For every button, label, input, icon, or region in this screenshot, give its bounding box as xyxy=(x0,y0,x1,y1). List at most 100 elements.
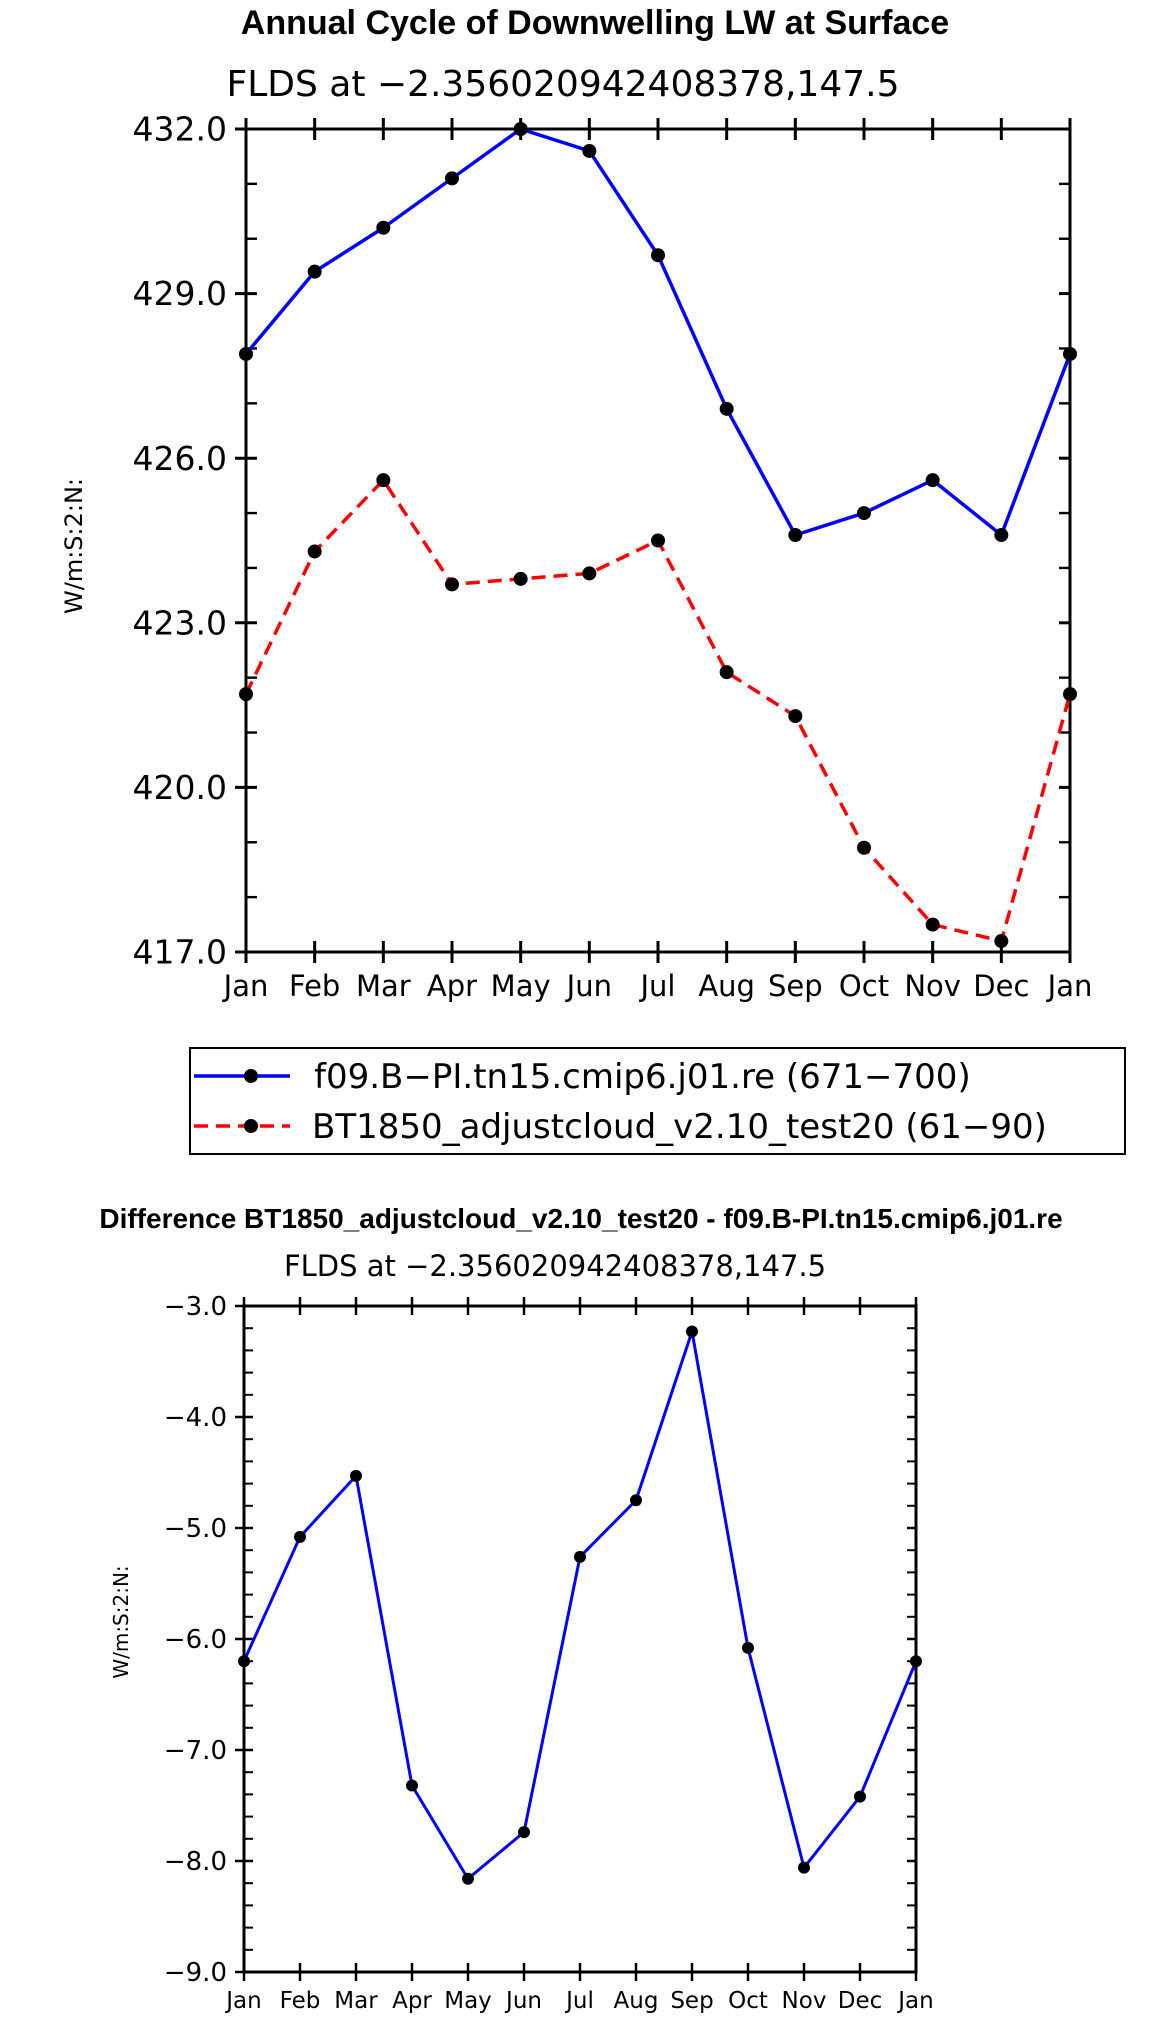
series-1-point xyxy=(925,473,940,488)
series-1-point xyxy=(445,171,459,186)
series-1-point xyxy=(376,220,391,235)
series-1-point xyxy=(294,1530,306,1543)
series-2-point xyxy=(376,473,391,488)
ytick-label: 417.0 xyxy=(133,933,227,972)
series-2-point xyxy=(994,934,1009,949)
series-1-point xyxy=(238,1655,250,1668)
xtick-label: Jun xyxy=(504,1988,542,2014)
ytick-label: 429.0 xyxy=(133,274,227,313)
xtick-label: Dec xyxy=(838,1988,883,2014)
chart1-ylabel: W/m:S:2:N: xyxy=(60,478,88,614)
legend-swatch-marker-2 xyxy=(244,1119,258,1133)
series-1-point xyxy=(651,248,665,263)
series-1-point xyxy=(742,1641,754,1654)
series-1-point xyxy=(686,1325,698,1338)
chart-annual-cycle: Annual Cycle of Downwelling LW at Surfac… xyxy=(60,4,1126,1155)
series-2-point xyxy=(651,533,665,548)
series-1-point xyxy=(307,264,322,279)
ytick-label: 426.0 xyxy=(133,439,227,478)
legend-swatch-marker-1 xyxy=(244,1069,258,1083)
ytick-label: 423.0 xyxy=(133,603,227,642)
xtick-label: Jan xyxy=(896,1988,933,2014)
xtick-label: Jul xyxy=(639,969,676,1003)
series-1-point xyxy=(719,401,734,416)
chart2-series xyxy=(238,1325,922,1885)
xtick-label: Jan xyxy=(224,1988,261,2014)
xtick-label: Oct xyxy=(728,1988,768,2014)
series-1-point xyxy=(788,528,803,543)
series-1-point xyxy=(518,1826,530,1839)
series-1-point xyxy=(1063,346,1077,361)
xtick-label: Apr xyxy=(392,1988,432,2014)
series-2-point xyxy=(307,544,322,559)
xtick-label: Nov xyxy=(782,1988,827,2014)
series-1-point xyxy=(239,346,253,361)
series-line-2 xyxy=(244,478,1072,943)
xtick-label: Jul xyxy=(564,1988,594,2014)
series-2-point xyxy=(445,577,459,592)
xtick-label: Jan xyxy=(1046,969,1093,1003)
ytick-label: −4.0 xyxy=(164,1403,227,1433)
series-1-point xyxy=(350,1469,362,1482)
series-1-point xyxy=(798,1861,810,1874)
legend-label-2: BT1850_adjustcloud_v2.10_test20 (61−90) xyxy=(312,1107,1047,1147)
series-1-point xyxy=(994,528,1009,543)
series-1-point xyxy=(857,506,871,521)
series-1-point xyxy=(582,143,597,158)
ytick-label: −3.0 xyxy=(164,1292,227,1322)
chart1-legend: f09.B−PI.tn15.cmip6.j01.re (671−700) BT1… xyxy=(189,1047,1126,1155)
xtick-label: Jun xyxy=(565,969,612,1003)
xtick-label: Sep xyxy=(670,1988,713,2014)
xtick-label: May xyxy=(491,969,551,1003)
xtick-label: May xyxy=(444,1988,492,2014)
series-1-point xyxy=(513,122,528,136)
xtick-label: Dec xyxy=(973,969,1029,1003)
series-2-point xyxy=(719,665,734,680)
series-1-point xyxy=(854,1790,866,1803)
xtick-label: Mar xyxy=(334,1988,378,2014)
series-1-point xyxy=(574,1550,586,1563)
legend-label-1: f09.B−PI.tn15.cmip6.j01.re (671−700) xyxy=(314,1057,971,1097)
xtick-label: Sep xyxy=(768,969,823,1003)
xtick-label: Aug xyxy=(614,1988,659,2014)
ytick-label: −7.0 xyxy=(164,1736,227,1766)
ytick-label: −8.0 xyxy=(164,1847,227,1877)
series-2-point xyxy=(239,687,253,702)
series-2-point xyxy=(925,917,940,932)
xtick-label: Feb xyxy=(280,1988,321,2014)
ytick-label: −5.0 xyxy=(164,1514,227,1544)
ytick-label: 420.0 xyxy=(133,768,227,807)
series-line-1 xyxy=(244,127,1072,537)
ytick-label: 432.0 xyxy=(133,110,227,149)
plot-frame xyxy=(242,1304,918,1974)
xtick-label: Apr xyxy=(427,969,477,1003)
ytick-label: −6.0 xyxy=(164,1625,227,1655)
series-1-point xyxy=(462,1872,474,1885)
chart1-series xyxy=(239,122,1077,949)
xtick-label: Nov xyxy=(904,969,961,1003)
chart1-subtitle: FLDS at −2.356020942408378,147.5 xyxy=(227,64,900,105)
xtick-label: Jan xyxy=(222,969,269,1003)
series-1-point xyxy=(910,1655,922,1668)
series-2-point xyxy=(857,840,871,855)
xtick-label: Feb xyxy=(289,969,340,1003)
series-2-point xyxy=(582,566,597,581)
ytick-label: −9.0 xyxy=(164,1958,227,1988)
xtick-label: Mar xyxy=(356,969,411,1003)
xtick-label: Oct xyxy=(839,969,889,1003)
series-1-point xyxy=(406,1779,418,1792)
series-2-point xyxy=(788,709,803,724)
series-2-point xyxy=(1063,687,1077,702)
chart2-ylabel: W/m:S:2:N: xyxy=(109,1565,133,1678)
series-1-point xyxy=(630,1494,642,1507)
chart1-title: Annual Cycle of Downwelling LW at Surfac… xyxy=(241,4,949,42)
series-2-point xyxy=(513,571,528,586)
legend-box xyxy=(189,1047,1126,1155)
chart-difference: Difference BT1850_adjustcloud_v2.10_test… xyxy=(99,1203,1062,2014)
chart2-subtitle: FLDS at −2.356020942408378,147.5 xyxy=(284,1249,826,1283)
series-line-1 xyxy=(242,1330,918,1881)
xtick-label: Aug xyxy=(698,969,755,1003)
